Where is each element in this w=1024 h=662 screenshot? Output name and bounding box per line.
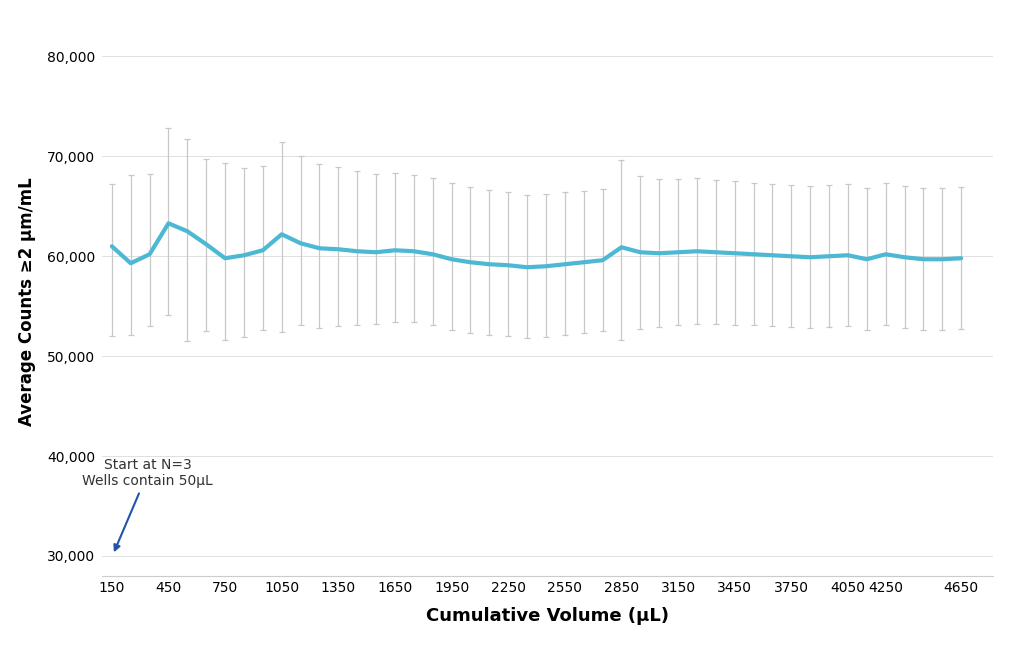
Y-axis label: Average Counts ≥2 μm/mL: Average Counts ≥2 μm/mL	[18, 177, 36, 426]
X-axis label: Cumulative Volume (μL): Cumulative Volume (μL)	[426, 606, 670, 625]
Text: Start at N=3
Wells contain 50μL: Start at N=3 Wells contain 50μL	[82, 458, 213, 550]
